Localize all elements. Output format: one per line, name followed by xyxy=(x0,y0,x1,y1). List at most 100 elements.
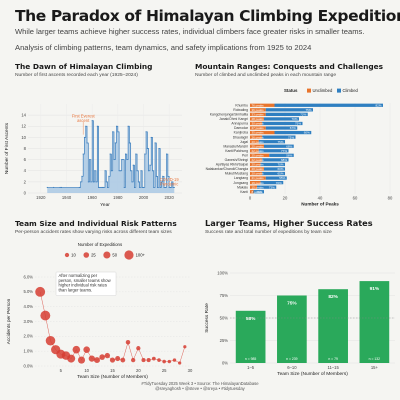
data-bubble xyxy=(99,354,105,360)
y-tick-label: 6 xyxy=(24,157,27,162)
y-tick-label: 50% xyxy=(220,315,229,320)
caption-credits: @sreyaghosh • @steve • @sreya • #tidytue… xyxy=(155,386,245,392)
x-tick-label: 30 xyxy=(188,368,193,373)
data-point xyxy=(85,125,87,127)
y-tick-label: 1.0% xyxy=(23,349,33,354)
data-bubble xyxy=(77,356,86,364)
data-point xyxy=(141,186,143,188)
percent-climbed-label: 73% xyxy=(269,185,275,189)
bar-value-label: 75% xyxy=(287,301,297,307)
panel3-title: Team Size and Individual Risk Patterns xyxy=(15,219,177,228)
bar-count-label: n = 79 xyxy=(328,357,338,361)
data-point xyxy=(163,186,165,188)
x-axis-label: Year xyxy=(100,202,110,208)
percent-climbed-label: 60% xyxy=(277,167,283,171)
panel4-subtitle: Success rate and total number of expedit… xyxy=(205,230,332,235)
x-axis-label: Number of Peaks xyxy=(301,202,339,207)
data-point xyxy=(126,159,128,161)
data-point xyxy=(137,181,139,183)
data-bubble xyxy=(88,355,95,362)
y-tick-label: 10 xyxy=(21,135,26,140)
data-point xyxy=(92,181,94,183)
category-label: Dhaulagiri xyxy=(233,135,249,139)
data-bubble xyxy=(157,358,161,362)
data-bubble xyxy=(45,336,56,346)
total-peaks-label: 20 peaks xyxy=(252,167,265,171)
total-peaks-label: 25 peaks xyxy=(252,153,265,157)
bar-value-label: 82% xyxy=(328,294,338,300)
data-point xyxy=(169,186,171,188)
bar-segment xyxy=(250,117,264,121)
panel4-title: Larger Teams, Higher Success Rates xyxy=(205,218,373,228)
data-point xyxy=(132,164,134,166)
data-point xyxy=(60,186,62,188)
total-peaks-label: 30 peaks xyxy=(252,122,265,126)
legend-swatch xyxy=(337,88,341,93)
y-tick-label: 4 xyxy=(24,168,27,173)
bar-segment xyxy=(269,153,294,157)
data-point xyxy=(130,170,132,172)
data-point xyxy=(110,170,112,172)
bar-segment xyxy=(250,153,270,157)
bar-segment xyxy=(274,103,383,107)
data-bubble xyxy=(125,340,131,345)
category-label: Kangchenjunga/Simhalila xyxy=(210,113,248,117)
y-tick-label: 2 xyxy=(24,179,27,184)
category-label: Ganesh/Shringi xyxy=(225,158,249,162)
data-bubble xyxy=(94,357,100,364)
y-axis-label: Number of First Ascents xyxy=(4,122,10,174)
data-point xyxy=(144,153,146,155)
data-bubble xyxy=(72,345,81,354)
data-point xyxy=(81,175,83,177)
percent-climbed-label: 67% xyxy=(290,126,296,130)
bar-segment xyxy=(250,103,275,107)
data-point xyxy=(113,159,115,161)
bar-segment xyxy=(250,126,266,130)
total-peaks-label: 76 peaks xyxy=(252,103,265,107)
legend-label: 10 xyxy=(71,253,76,258)
percent-climbed-label: 55% xyxy=(279,176,285,180)
total-peaks-label: 20 peaks xyxy=(252,172,265,176)
bar-segment xyxy=(265,108,313,112)
x-tick-label: 2000 xyxy=(139,195,149,200)
y-tick-label: 6.0% xyxy=(23,274,33,279)
data-point xyxy=(145,131,147,133)
bar-value-label: 91% xyxy=(370,286,380,292)
data-bubble xyxy=(162,359,166,364)
data-point xyxy=(124,153,127,155)
panel2-title: Mountain Ranges: Conquests and Challenge… xyxy=(195,62,384,71)
data-point xyxy=(139,186,141,188)
data-point xyxy=(166,153,168,155)
y-tick-label: 0% xyxy=(222,360,228,365)
bar-segment xyxy=(250,180,261,185)
bar xyxy=(318,289,348,363)
bar-segment xyxy=(250,121,263,126)
x-tick-label: 2020 xyxy=(165,195,175,200)
total-peaks-label: 19 peaks xyxy=(252,181,265,185)
category-label: Nalakankar/Chandi/Changla xyxy=(206,167,249,171)
data-point xyxy=(128,142,130,144)
x-tick-label: 11–15 xyxy=(327,365,339,370)
total-peaks-label: 20 peaks xyxy=(252,163,265,167)
total-peaks-label: 36 peaks xyxy=(252,108,265,112)
y-tick-label: 14 xyxy=(21,113,26,118)
data-point xyxy=(168,186,170,188)
data-point xyxy=(123,186,125,188)
percent-climbed-label: 70% xyxy=(277,163,283,167)
bar xyxy=(359,281,390,363)
y-tick-label: 2.0% xyxy=(23,334,33,339)
bar-segment xyxy=(265,112,308,117)
data-point xyxy=(83,136,86,138)
bar-segment xyxy=(250,130,275,135)
panel2-subtitle: Number of climbed and unclimbed peaks in… xyxy=(195,73,337,78)
x-tick-label: 1980 xyxy=(113,195,123,200)
bar-count-label: n = 985 xyxy=(245,357,257,361)
category-label: Langtang xyxy=(234,176,248,180)
bar-segment xyxy=(250,162,261,167)
legend-swatch xyxy=(307,88,311,93)
data-point xyxy=(122,159,124,161)
data-point xyxy=(103,186,105,188)
percent-climbed-label: 70% xyxy=(276,181,282,185)
y-tick-label: 25% xyxy=(220,338,229,343)
data-point xyxy=(153,186,155,188)
